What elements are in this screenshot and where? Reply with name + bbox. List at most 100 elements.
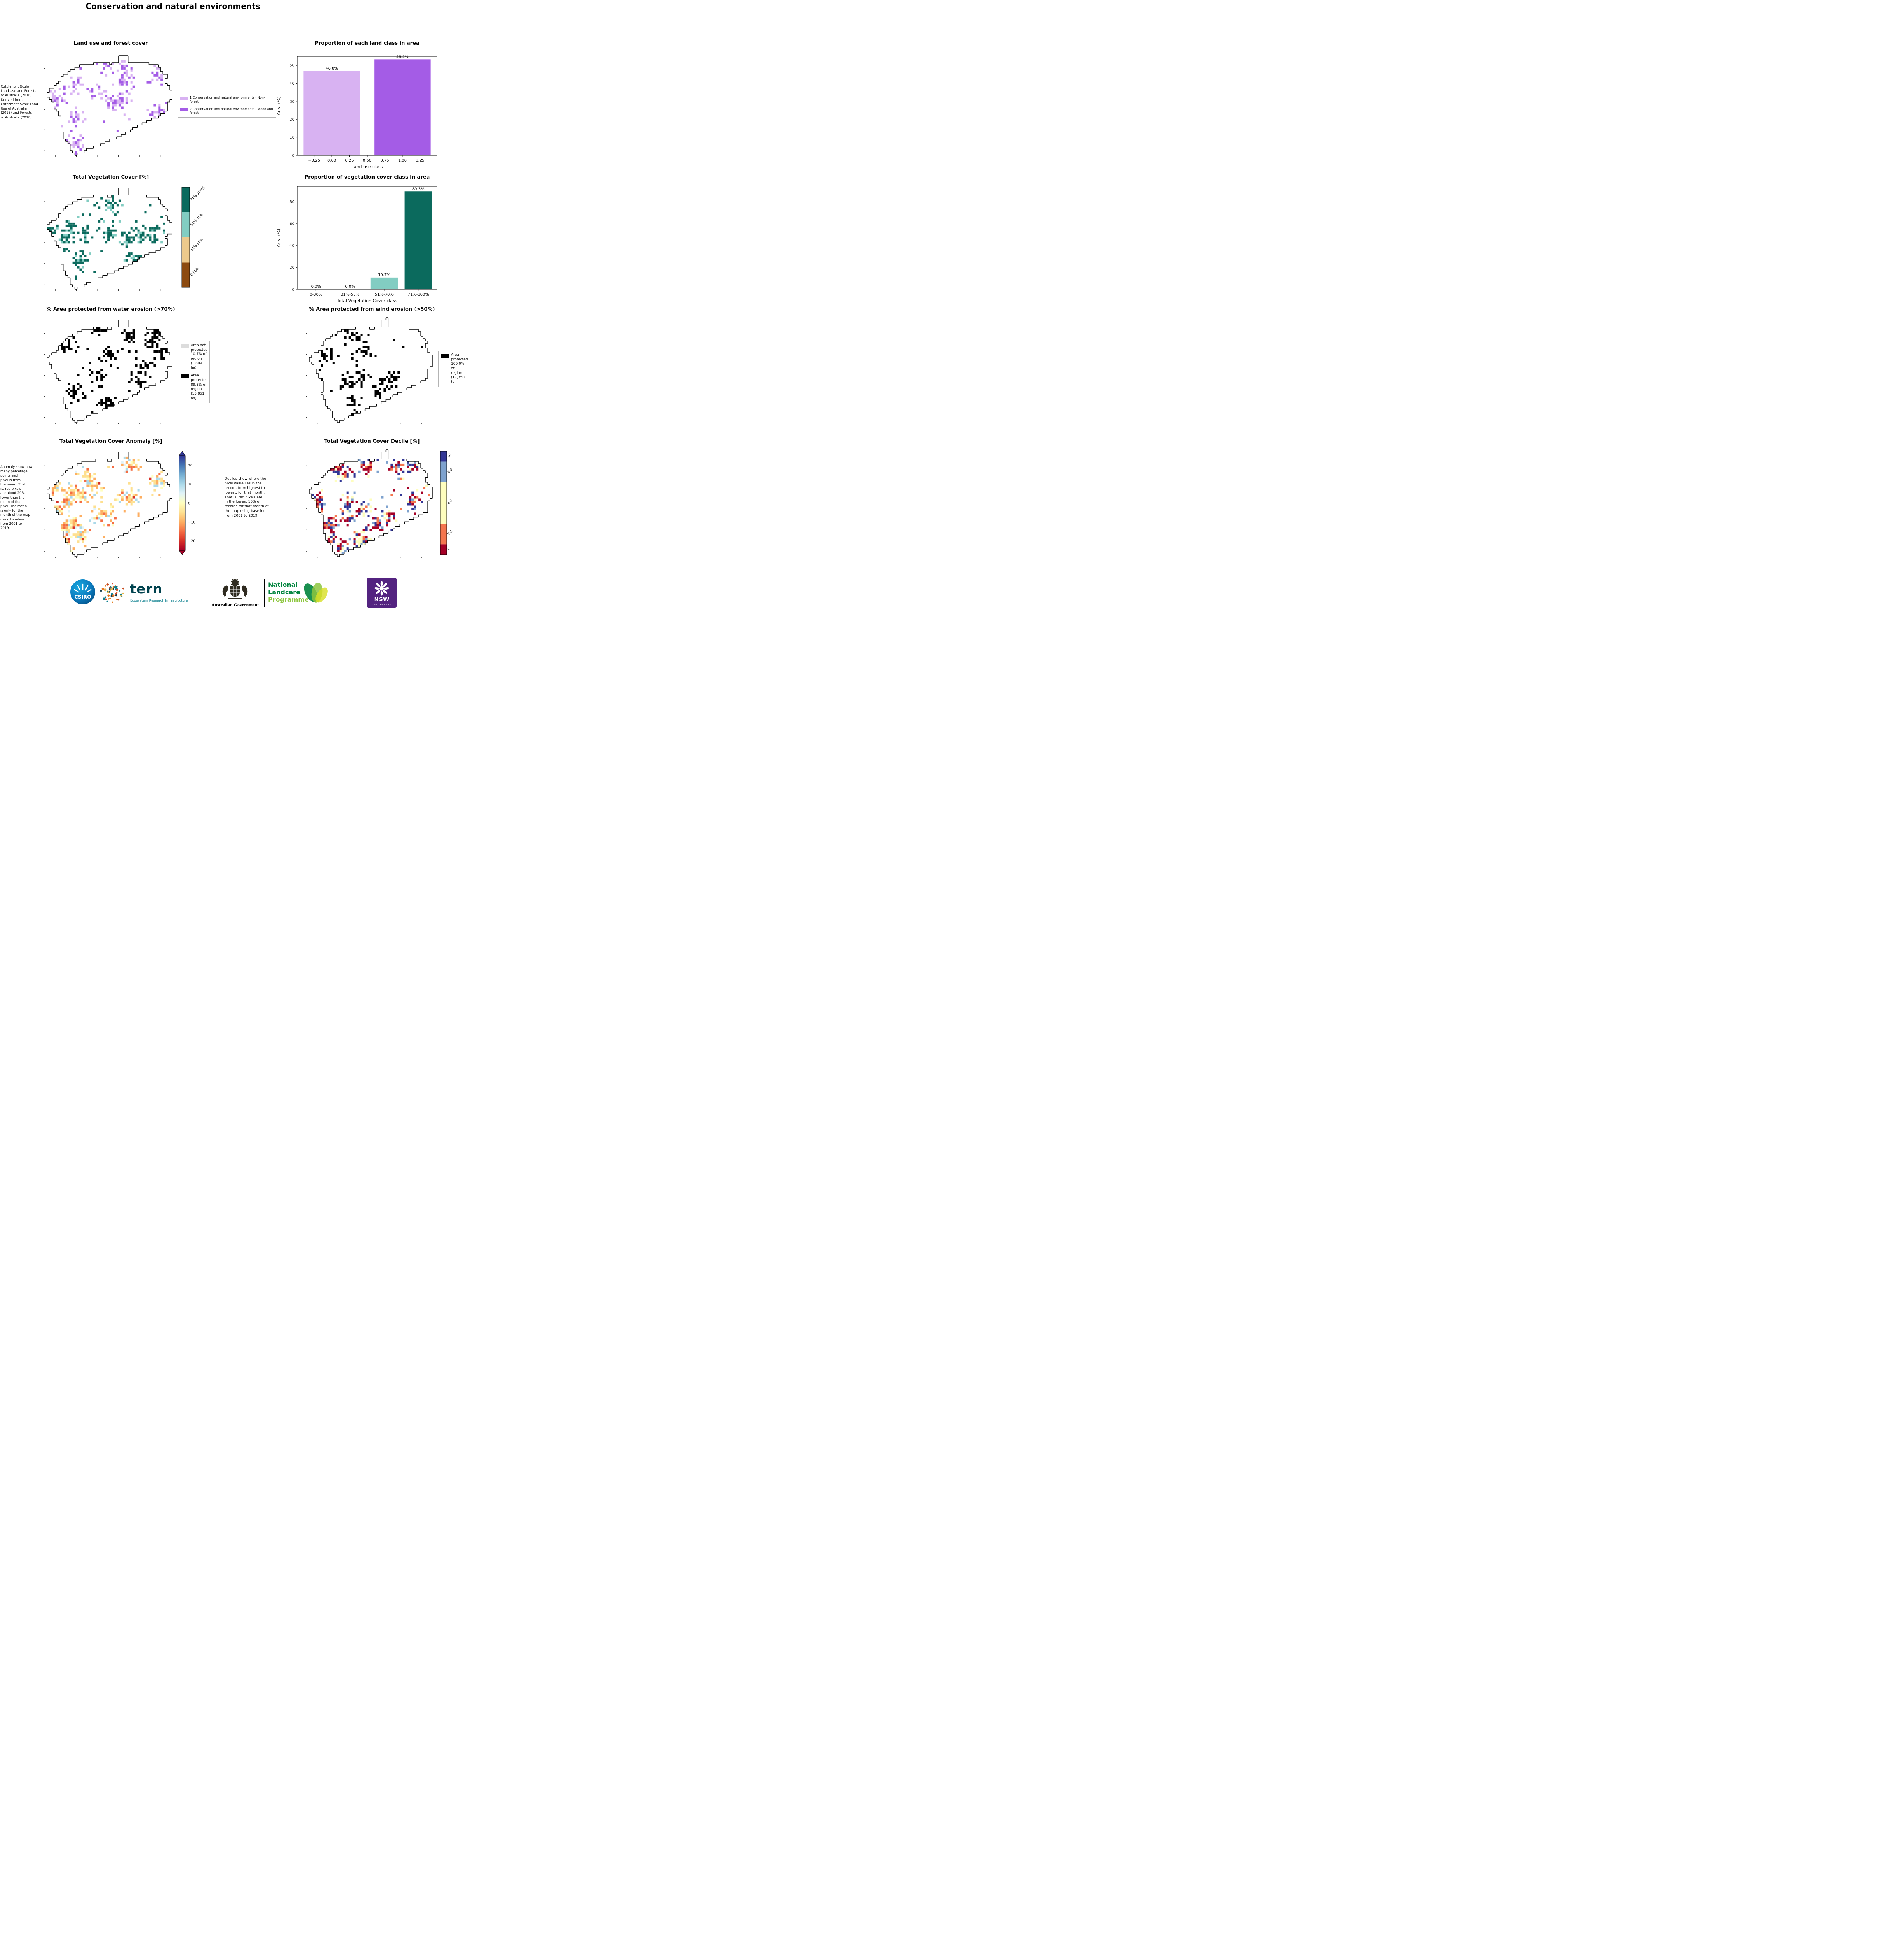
- tern-dots-icon: [100, 583, 124, 603]
- water-map-title: % Area protected from water erosion (>70…: [46, 306, 175, 312]
- svg-text:20: 20: [289, 118, 294, 122]
- legend-item-wind-protected: Area protected 100.0% of region (17,750 …: [441, 353, 468, 385]
- colorbar-class-label: 31%-50%: [190, 237, 204, 252]
- svg-text:30: 30: [289, 99, 294, 104]
- wind-legend: Area protected 100.0% of region (17,750 …: [438, 351, 469, 387]
- bar-value-label: 0.0%: [311, 285, 321, 289]
- svg-text:0.50: 0.50: [363, 158, 371, 163]
- catchment-outline: [309, 317, 433, 423]
- svg-text:50: 50: [289, 64, 294, 68]
- plot-frame: [297, 186, 437, 290]
- csiro-starburst-icon: [74, 583, 92, 593]
- legend-item-nonforest: 1 Conservation and natural environments …: [180, 96, 273, 104]
- vegcover-map-title: Total Vegetation Cover [%]: [72, 174, 149, 180]
- bar-value-label: 0.0%: [345, 285, 355, 289]
- colorbar-tick-label: −10: [188, 520, 195, 524]
- svg-text:60: 60: [289, 222, 294, 226]
- svg-text:0: 0: [292, 288, 294, 292]
- svg-text:10: 10: [289, 136, 294, 140]
- footer-divider: [264, 579, 265, 607]
- landcare-line1: National: [268, 581, 298, 588]
- landclass-bar-chart: 46.8% 53.2% 0 10 20 30 40 50 −0.25 0.00 0.25 0.50 0.…: [276, 55, 437, 169]
- svg-text:51%-70%: 51%-70%: [375, 292, 394, 297]
- australian-government-label: Australian Government: [211, 602, 259, 607]
- vegclass-chart-title: Proportion of vegetation cover class in …: [304, 174, 430, 180]
- landuse-annotation: Catchment Scale Land Use and Forests of …: [1, 85, 38, 120]
- map-pixels: [318, 329, 423, 416]
- anomaly-colorbar: 20 10 0 −10 −20: [179, 451, 195, 555]
- waratah-icon: [374, 581, 389, 596]
- anomaly-annotation: Anomaly show how many percetage points e…: [0, 465, 33, 531]
- legend-item-woodland: 2 Conservation and natural environments …: [180, 107, 273, 115]
- colorbar-tick-label: 10: [188, 483, 193, 487]
- decile-map-title: Total Vegetation Cover Decile [%]: [324, 439, 420, 444]
- colorbar-class-label: 51%-70%: [190, 212, 204, 227]
- legend-item-protected: Area protected 89.3% of region (15,851 h…: [181, 374, 208, 401]
- bar: [404, 191, 432, 289]
- tern-subtitle: Ecosystem Research Infrastructure: [130, 599, 188, 603]
- svg-text:0.25: 0.25: [345, 158, 354, 163]
- colorbar-tick-label: −20: [188, 539, 195, 543]
- csiro-circle: [70, 579, 95, 604]
- bar: [370, 277, 398, 289]
- svg-text:31%-50%: 31%-50%: [341, 292, 359, 297]
- landclass-chart-title: Proportion of each land class in area: [315, 40, 420, 46]
- x-axis-label: Land use class: [352, 164, 383, 169]
- legend-item-not-protected: Area not protected 10.7% of region (1,89…: [181, 343, 208, 371]
- svg-text:71%-100%: 71%-100%: [408, 292, 429, 297]
- catchment-outline: [47, 320, 172, 423]
- vegcover-colorbar: 71%-100% 51%-70% 31%-50% 0-30%: [181, 186, 206, 288]
- bar-value-label: 10.7%: [378, 273, 390, 277]
- bar-value-label: 46.8%: [326, 66, 338, 71]
- nonforest-label: 1 Conservation and natural environments …: [190, 96, 265, 104]
- vegclass-bar-chart: 0.0% 0.0% 10.7% 89.3% 0 20 40 60 80 0-30% 31%-50% 5…: [276, 186, 437, 303]
- map-pixels: [49, 60, 168, 155]
- bar-value-label: 89.3%: [412, 187, 425, 191]
- colorbar-class-label: 0-30%: [190, 266, 200, 277]
- catchment-outline: [47, 55, 172, 156]
- colorbar-class-label: 10: [447, 453, 453, 459]
- svg-text:1.25: 1.25: [416, 158, 424, 163]
- bar: [303, 71, 360, 155]
- landuse-map: [44, 55, 172, 157]
- catchment-outline: [47, 188, 172, 290]
- bar-value-label: 53.2%: [396, 55, 409, 59]
- colorbar-class-label: 8-9: [447, 468, 454, 475]
- nsw-wordmark: NSW: [374, 596, 390, 603]
- not-protected-label: Area not protected 10.7% of region (1,89…: [191, 343, 208, 370]
- y-axis-label: Area (%): [276, 97, 281, 115]
- svg-text:−0.25: −0.25: [308, 158, 320, 163]
- colorbar-class-label: 71%-100%: [190, 186, 206, 202]
- landuse-legend: 1 Conservation and natural environments …: [178, 94, 276, 118]
- svg-text:80: 80: [289, 200, 294, 204]
- landuse-map-title: Land use and forest cover: [73, 40, 148, 46]
- colorbar-class-label: 2-3: [447, 529, 453, 536]
- colorbar-tick-label: 20: [188, 464, 193, 468]
- svg-text:0: 0: [292, 154, 294, 158]
- csiro-logo: CSIRO: [70, 579, 95, 604]
- wind-erosion-map: [306, 317, 433, 424]
- wind-protected-label: Area protected 100.0% of region (17,750 …: [451, 353, 468, 385]
- protected-swatch: [181, 374, 189, 379]
- australian-coat-of-arms-icon: [222, 578, 248, 599]
- anomaly-map: [44, 452, 172, 558]
- svg-text:1.00: 1.00: [398, 158, 407, 163]
- svg-text:0-30%: 0-30%: [310, 292, 322, 297]
- y-axis-label: Area (%): [276, 229, 281, 247]
- bar: [374, 59, 431, 155]
- wind-protected-swatch: [441, 354, 449, 358]
- svg-text:20: 20: [289, 266, 294, 270]
- bars: 0.0% 0.0% 10.7% 89.3%: [311, 187, 432, 289]
- bars: 46.8% 53.2%: [303, 55, 431, 155]
- map-pixels: [51, 456, 165, 552]
- not-protected-swatch: [181, 344, 189, 348]
- tern-wordmark: tern: [130, 581, 163, 597]
- nsw-government-label: GOVERNMENT: [372, 604, 392, 606]
- wind-map-title: % Area protected from wind erosion (>50%…: [309, 306, 435, 312]
- nsw-government-logo: NSW GOVERNMENT: [367, 578, 397, 608]
- catchment-outline: [309, 449, 433, 557]
- colorbar-class-label: 1: [447, 548, 451, 552]
- svg-text:40: 40: [289, 82, 294, 86]
- x-axis-label: Total Vegetation Cover class: [336, 298, 397, 303]
- water-erosion-map: [44, 320, 172, 424]
